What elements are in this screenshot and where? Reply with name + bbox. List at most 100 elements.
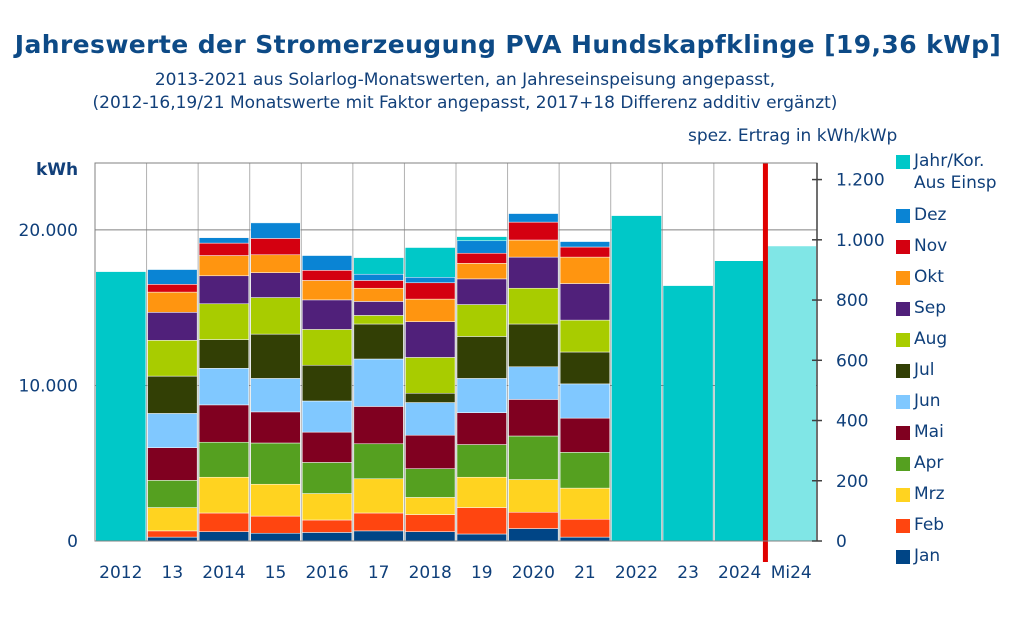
bar-2016-apr xyxy=(302,462,353,494)
bar-19-mrz xyxy=(456,476,507,508)
bar-19-sep xyxy=(456,278,507,305)
legend-item-jul: Jul xyxy=(894,359,1016,383)
x-tick-label-2012: 2012 xyxy=(99,563,142,583)
bar-2020-nov xyxy=(508,221,559,241)
bar-2014-sep xyxy=(198,275,249,305)
bar-2016-okt xyxy=(302,280,353,301)
bar-15-aug xyxy=(250,297,301,335)
legend-item-okt: Okt xyxy=(894,266,1016,290)
bar-2018-mrz xyxy=(405,497,456,515)
bar-13-mai xyxy=(147,447,198,481)
bar-21-okt xyxy=(559,256,610,284)
legend-label: Nov xyxy=(914,236,948,256)
bar-21-jul xyxy=(559,351,610,385)
x-tick-label-2020: 2020 xyxy=(512,563,555,583)
bar-21-jun xyxy=(559,383,610,419)
bar-2016-jan xyxy=(302,532,353,542)
bar-21-dez xyxy=(559,241,610,248)
x-tick-label-23: 23 xyxy=(677,563,699,583)
bar-2014-apr xyxy=(198,441,249,478)
legend-label: Jul xyxy=(914,360,935,380)
bar-21-mrz xyxy=(559,487,610,520)
bar-13-jul xyxy=(147,375,198,414)
bar-15-okt xyxy=(250,254,301,273)
legend-swatch xyxy=(896,364,910,378)
bar-13-okt xyxy=(147,291,198,313)
legend-label: Apr xyxy=(914,453,944,473)
bar-21-nov xyxy=(559,246,610,258)
bar-2014-nov xyxy=(198,242,249,256)
legend-item-jahr-kor-: Jahr/Kor. Aus Einsp xyxy=(894,150,1016,193)
bar-2018-okt xyxy=(405,298,456,322)
bar-19-jan xyxy=(456,533,507,542)
x-tick-label-19: 19 xyxy=(471,563,493,583)
y-tick-label: 0 xyxy=(67,532,78,552)
bar-2016-mrz xyxy=(302,493,353,521)
bar-2018-aug xyxy=(405,357,456,394)
legend-item-dez: Dez xyxy=(894,204,1016,228)
bar-13-feb xyxy=(147,530,198,538)
bar-2018-sep xyxy=(405,321,456,358)
bar-17-jul xyxy=(353,323,404,360)
x-tick-label-2022: 2022 xyxy=(615,563,658,583)
bar-total-2022 xyxy=(611,215,662,541)
legend-item-feb: Feb xyxy=(894,514,1016,538)
legend-label: Jan xyxy=(914,546,941,566)
bar-13-nov xyxy=(147,284,198,293)
legend-swatch xyxy=(896,550,910,564)
bar-2014-jan xyxy=(198,531,249,542)
left-axis-unit: kWh xyxy=(36,160,79,180)
bar-2018-feb xyxy=(405,514,456,532)
chart-subtitle-2: (2012-16,19/21 Monatswerte mit Faktor an… xyxy=(92,93,838,113)
legend-swatch xyxy=(896,426,910,440)
bar-2018-nov xyxy=(405,282,456,300)
legend-swatch xyxy=(896,333,910,347)
bar-2014-jul xyxy=(198,339,249,369)
legend-swatch xyxy=(896,209,910,223)
bar-13-dez xyxy=(147,269,198,285)
bar-2014-dez xyxy=(198,237,249,244)
bar-2016-nov xyxy=(302,270,353,281)
bar-17-feb xyxy=(353,512,404,532)
bar-2020-aug xyxy=(508,287,559,325)
bar-2016-dez xyxy=(302,255,353,271)
bar-2020-jul xyxy=(508,323,559,368)
legend-swatch xyxy=(896,240,910,254)
bar-2016-jun xyxy=(302,400,353,433)
bar-13-sep xyxy=(147,312,198,341)
y2-tick-label: 200 xyxy=(836,472,868,492)
chart-title: Jahreswerte der Stromerzeugung PVA Hunds… xyxy=(14,30,1002,59)
bar-19-jun xyxy=(456,378,507,413)
bar-15-jun xyxy=(250,378,301,413)
legend-swatch xyxy=(896,155,910,169)
legend-item-aug: Aug xyxy=(894,328,1016,352)
legend-item-nov: Nov xyxy=(894,235,1016,259)
y-tick-label: 10.000 xyxy=(19,376,78,396)
legend-swatch xyxy=(896,302,910,316)
bar-19-feb xyxy=(456,507,507,535)
x-tick-label-21: 21 xyxy=(574,563,596,583)
bar-2018-jun xyxy=(405,402,456,436)
bar-17-aug xyxy=(353,315,404,325)
bar-15-feb xyxy=(250,515,301,534)
y2-tick-label: 400 xyxy=(836,412,868,432)
bar-17-nov xyxy=(353,280,404,289)
bar-19-okt xyxy=(456,263,507,280)
legend-item-mrz: Mrz xyxy=(894,483,1016,507)
bar-17-jan xyxy=(353,530,404,542)
bar-19-aug xyxy=(456,304,507,337)
bar-2014-jun xyxy=(198,368,249,406)
bar-17-okt xyxy=(353,287,404,302)
bar-13-jun xyxy=(147,413,198,448)
bar-15-nov xyxy=(250,238,301,256)
bar-total-Mi24 xyxy=(766,246,816,541)
legend-swatch xyxy=(896,457,910,471)
bar-2018-jul xyxy=(405,392,456,403)
bar-2014-mrz xyxy=(198,476,249,514)
y-tick-label: 20.000 xyxy=(19,221,78,241)
bar-2014-feb xyxy=(198,512,249,532)
bar-17-apr xyxy=(353,443,404,480)
legend-swatch xyxy=(896,271,910,285)
bar-15-dez xyxy=(250,222,301,239)
